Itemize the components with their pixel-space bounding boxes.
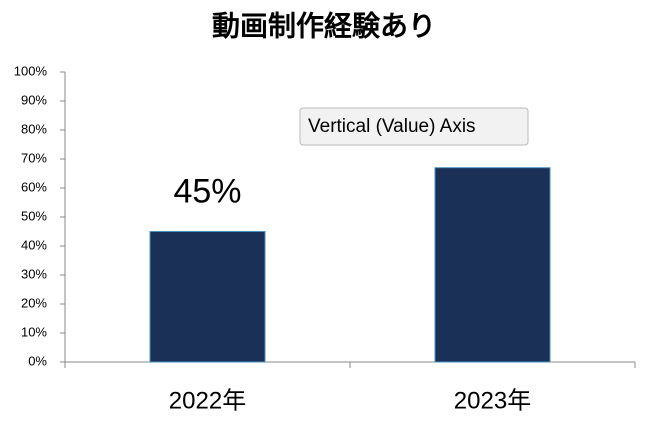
y-tick-label: 40% bbox=[21, 237, 47, 252]
bar bbox=[434, 167, 551, 363]
x-tick-label: 2022年 bbox=[169, 387, 246, 414]
y-tick-label: 0% bbox=[28, 353, 47, 368]
y-tick-label: 80% bbox=[21, 121, 47, 136]
y-tick-label: 30% bbox=[21, 266, 47, 281]
y-tick-label: 60% bbox=[21, 179, 47, 194]
y-tick-label: 90% bbox=[21, 92, 47, 107]
bar bbox=[149, 231, 266, 363]
tooltip-box bbox=[299, 107, 529, 146]
y-tick-label: 100% bbox=[14, 63, 48, 78]
tooltip: Vertical (Value) Axis bbox=[299, 107, 529, 146]
x-tick-label: 2023年 bbox=[454, 387, 531, 414]
tooltip-text: Vertical (Value) Axis bbox=[308, 116, 476, 137]
chart-title: 動画制作経験あり bbox=[212, 9, 436, 41]
y-tick-label: 20% bbox=[21, 295, 47, 310]
y-tick-label: 50% bbox=[21, 208, 47, 223]
data-label: 45% bbox=[173, 172, 241, 210]
y-tick-label: 70% bbox=[21, 150, 47, 165]
y-tick-label: 10% bbox=[21, 324, 47, 339]
